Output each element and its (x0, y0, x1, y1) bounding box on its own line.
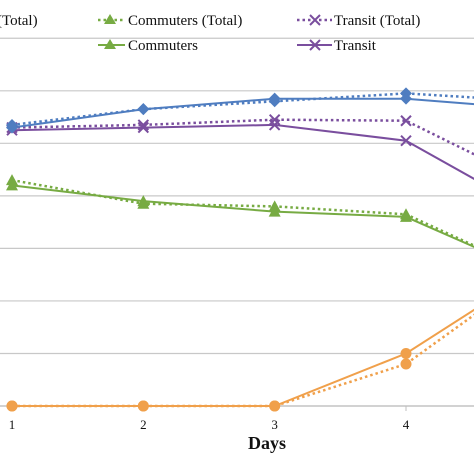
x-tick-label: 3 (271, 417, 278, 432)
series-markers (6, 87, 412, 412)
series-line-1 (11, 184, 474, 248)
legend-label-transit: Transit (334, 38, 377, 54)
legend-swatch-transit-total (297, 14, 332, 26)
data-point (137, 103, 150, 116)
series-line-6 (12, 313, 474, 408)
legend: (Total) Commuters (Total) Transit (Total… (0, 13, 420, 54)
data-point (400, 134, 412, 147)
data-point (268, 205, 281, 217)
x-tick-label: 4 (403, 417, 410, 432)
x-tick-label: 2 (140, 417, 147, 432)
data-point (400, 92, 412, 105)
data-point (6, 121, 18, 134)
legend-swatch-transit (297, 39, 332, 51)
data-point (6, 400, 18, 412)
legend-label-commuters-total: Commuters (Total) (128, 13, 242, 29)
data-point (137, 400, 149, 412)
data-point (400, 358, 412, 370)
x-axis-title: Days (248, 433, 286, 453)
data-point (400, 210, 412, 222)
data-point (268, 92, 281, 105)
legend-label-transit-total: Transit (Total) (334, 13, 420, 29)
legend-label-commuters: Commuters (128, 38, 198, 54)
data-point (137, 121, 150, 134)
data-point (268, 119, 281, 131)
x-tick-label: 1 (9, 417, 16, 432)
data-point (400, 115, 412, 127)
data-point (6, 179, 18, 191)
data-point (137, 195, 150, 207)
legend-swatch-commuters (98, 39, 125, 49)
x-tick-labels: 12345 (9, 417, 410, 432)
legend-swatch-commuters-total (98, 14, 125, 24)
series-line-7 (12, 308, 474, 407)
data-point (137, 119, 150, 131)
data-point (269, 400, 281, 412)
legend-label-total: (Total) (0, 13, 38, 29)
data-point (400, 347, 412, 359)
